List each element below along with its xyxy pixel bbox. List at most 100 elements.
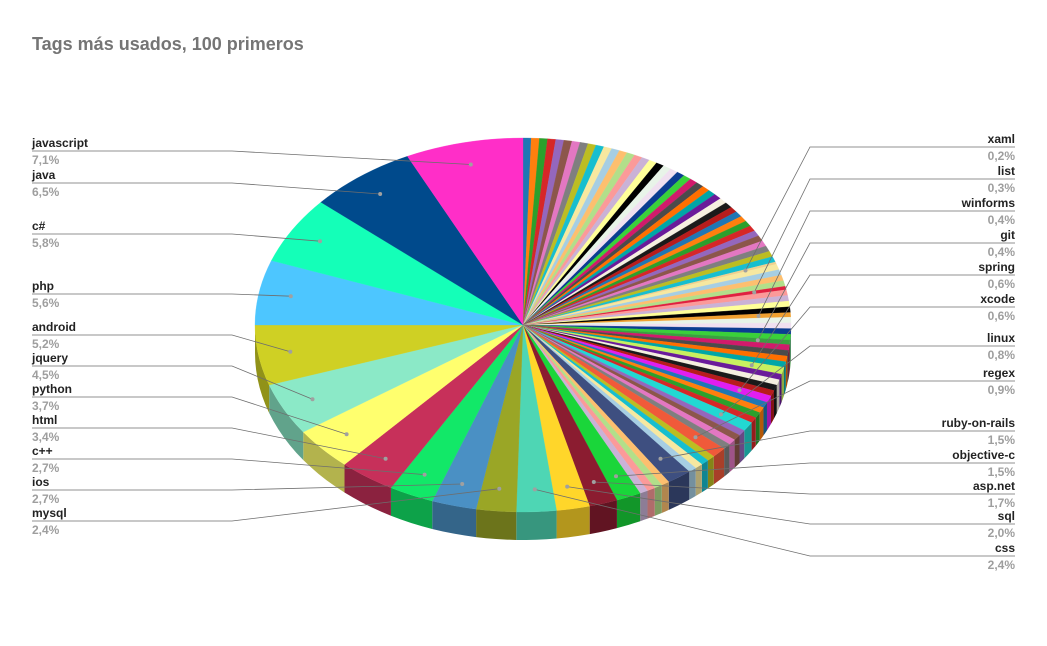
label-ios: ios 2,7% [32,475,465,506]
leader-dot-winforms [756,314,761,318]
pie-side-tag-66 [763,402,767,436]
slice-value-jquery: 4,5% [32,368,60,382]
leader-line-spring [751,274,1015,366]
pie-side-tag-57 [787,350,789,385]
label-asp.net: asp.net 1,7% [591,479,1016,510]
label-linux: linux 0,8% [719,331,1016,417]
label-spring: spring 0,6% [749,260,1016,368]
slice-name-java: java [31,168,56,182]
pie-side-tag-83 [647,487,655,519]
label-xcode: xcode 0,6% [737,292,1016,393]
leader-dot-jquery [310,397,315,402]
slice-value-c#: 5,8% [32,236,60,250]
slice-value-ruby-on-rails: 1,5% [988,433,1016,447]
slice-value-java: 6,5% [32,185,60,199]
pie-top [254,137,792,513]
pie-side-tag-61 [779,374,782,408]
pie-side-c++ [390,487,433,529]
pie-side-tag-81 [661,481,669,513]
pie-side-sql [556,506,590,539]
leader-dot-objective-c [614,474,618,479]
pie-side-jquery [269,385,304,461]
slice-value-c++: 2,7% [32,461,60,475]
leader-line-regex [695,380,1015,438]
leader-dot-html [383,456,388,461]
slice-value-ios: 2,7% [32,492,60,506]
pie-slice-android [254,324,524,386]
slice-value-winforms: 0,4% [988,213,1016,227]
pie-slice-c# [271,202,524,326]
slice-name-ruby-on-rails: ruby-on-rails [942,416,1016,430]
slice-name-objective-c: objective-c [952,448,1015,462]
label-winforms: winforms 0,4% [756,196,1016,318]
slice-value-list: 0,3% [988,181,1016,195]
slice-value-html: 3,4% [32,430,60,444]
slice-value-javascript: 7,1% [32,153,60,167]
pie-side-tag-54 [790,334,791,369]
pie-side-tag-73 [729,439,735,473]
pie-slice-jquery [268,324,524,433]
label-python: python 3,7% [32,382,349,437]
slice-value-asp.net: 1,7% [988,496,1016,510]
leader-dot-javascript [468,162,473,167]
pie-side-tag-63 [773,385,777,419]
label-regex: regex 0,9% [693,366,1015,440]
slice-name-winforms: winforms [961,196,1016,210]
pie-side-tag-78 [695,464,702,497]
slice-name-c#: c# [32,219,46,233]
label-list: list 0,3% [752,164,1016,295]
leader-line-linux [720,345,1015,415]
leader-line-winforms [758,210,1015,317]
pie-side-spring [781,367,785,403]
slice-name-javascript: javascript [31,136,88,150]
leader-line-ruby-on-rails [660,430,1015,460]
pie-side-linux [744,422,752,459]
leader-dot-python [344,432,349,437]
slice-value-xcode: 0,6% [988,309,1016,323]
leader-dot-git [755,338,760,343]
leader-dot-list [752,290,757,295]
leader-line-java [32,182,381,195]
label-ruby-on-rails: ruby-on-rails 1,5% [658,416,1016,461]
pie-side-tag-76 [707,456,714,489]
leader-dot-regex [693,435,698,440]
slice-name-asp.net: asp.net [973,479,1015,493]
pie-side-tag-69 [751,417,756,451]
label-c#: c# 5,8% [32,219,322,250]
slice-labels: javascript 7,1%java 6,5% c# 5,8% php 5,6% andro… [31,132,1015,572]
slice-name-css: css [995,541,1015,555]
pie-side-ruby-on-rails [668,471,690,510]
slice-name-xaml: xaml [988,132,1015,146]
label-java: java 6,5% [31,168,383,199]
leader-dot-xcode [737,388,742,393]
pie-side-objective-c [616,493,641,529]
pie-slice-php [254,260,524,326]
pie-side-mysql [476,509,517,540]
label-javascript: javascript 7,1% [31,136,473,167]
leader-dot-java [378,192,383,196]
slice-name-git: git [1000,228,1015,242]
slice-value-spring: 0,6% [988,277,1016,291]
pie-side-ios [432,500,477,538]
leader-dot-ios [460,482,465,486]
leader-line-xaml [745,146,1015,271]
pie-slice-ios [431,324,524,510]
pie-side-git [789,340,791,373]
pie-side-tag-77 [701,460,708,493]
leader-dot-android [288,349,293,354]
slice-value-python: 3,7% [32,399,60,413]
pie-slice-html [344,324,524,488]
leader-dot-css [532,487,537,492]
slice-value-linux: 0,8% [988,348,1016,362]
leader-line-php [32,293,291,297]
slice-name-mysql: mysql [32,506,67,520]
leader-line-list [753,178,1015,293]
label-c++: c++ 2,7% [32,444,427,477]
slice-name-python: python [32,382,72,396]
pie-side-tag-59 [784,361,786,396]
slice-name-regex: regex [983,366,1015,380]
slice-name-spring: spring [978,260,1015,274]
leader-dot-php [288,294,293,299]
label-git: git 0,4% [755,228,1015,343]
